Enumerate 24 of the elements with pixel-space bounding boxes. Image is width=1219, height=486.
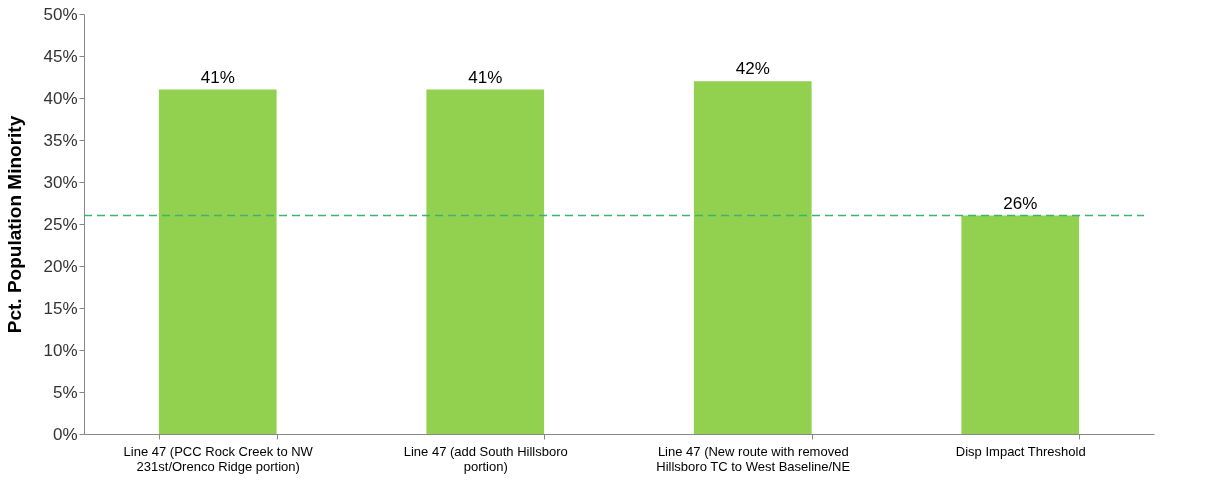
y-tick-label: 35% [43,130,78,150]
y-tick-label: 50% [43,4,78,24]
bar [158,89,277,434]
y-tick-label: 25% [43,214,78,234]
x-tick-label: Line 47 (PCC Rock Creek to NW 231st/Orenco Ridge portion) [123,443,314,474]
y-tick-label: 20% [43,256,78,276]
bar [693,81,812,434]
x-tick-label: Line 47 (add South Hillsboro portion) [403,443,568,474]
y-tick-label: 10% [43,340,78,360]
data-label: 26% [1003,193,1038,213]
data-label: 41% [468,67,503,87]
data-label: 42% [735,59,770,79]
y-tick-label: 15% [43,298,78,318]
y-axis-title: Pct. Population Minority [4,115,26,334]
bar [961,215,1080,434]
y-tick-label: 45% [43,46,78,66]
y-tick-label: 30% [43,172,78,192]
y-tick-label: 5% [52,382,78,402]
data-label: 41% [200,67,235,87]
x-tick-label: Line 47 (New route with removed Hillsboro TC to West Baseline/NE [656,443,851,474]
x-tick-label: Disp Impact Threshold [955,443,1086,459]
y-tick-label: 0% [52,424,78,444]
bar [426,89,545,434]
y-tick-label: 40% [43,88,78,108]
